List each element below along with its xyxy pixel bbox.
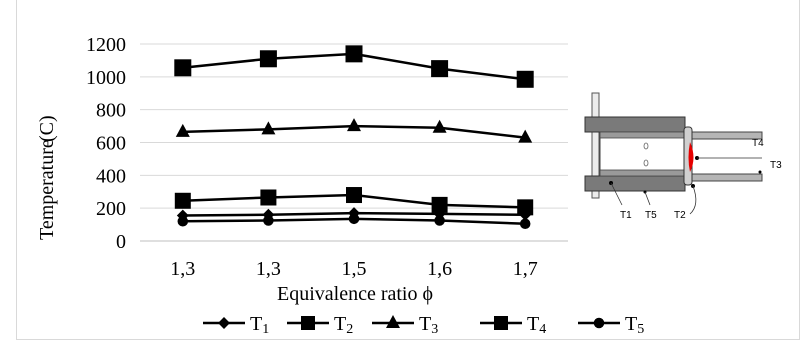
schematic-flame [688,142,694,172]
legend-label: T4 [527,313,546,337]
legend-marker [301,316,315,330]
legend-item-T2: T2 [287,313,353,337]
schematic-hole [643,142,649,150]
schematic-body-bottom [584,175,686,192]
x-axis-title: Equivalence ratio ϕ [277,283,433,305]
series-T4 [174,45,534,88]
y-axis-title: Temperature [36,139,58,240]
x-tick-label: 1,3 [170,258,195,280]
data-point [175,123,190,137]
data-point [348,213,360,225]
x-tick-labels: 1,3 1,3 1,5 1,6 1,7 [170,258,537,280]
legend-label: T2 [334,313,353,337]
data-point [346,187,362,204]
series-group [174,45,534,230]
combustor-schematic: T4 T3 T1 T5 T2 [584,92,782,221]
legend: T1 T2 T3 T4 T5 [203,313,644,337]
y-tick-label: 1000 [86,67,126,89]
data-point [517,199,534,216]
data-point [516,70,534,88]
schematic-hole [643,159,649,167]
data-point [177,216,189,227]
y-tick-label: 600 [96,133,126,155]
schematic-flange [591,92,600,199]
schematic-inner-liner-bottom [599,169,686,177]
legend-item-T1: T1 [203,313,269,337]
data-point [518,129,533,143]
data-point [431,60,449,78]
data-point [259,50,277,68]
schematic-body-top [584,116,686,133]
data-point [345,45,363,63]
legend-marker [593,317,605,329]
data-point [434,215,445,226]
legend-item-T5: T5 [578,313,644,337]
legend-marker [386,315,400,328]
schematic-label-t3: T3 [770,160,782,171]
data-point [432,119,447,133]
data-point [174,59,192,77]
x-tick-label: 1,5 [342,258,367,280]
legend-item-T3: T3 [372,313,438,337]
legend-label: T3 [419,313,438,337]
chart-frame [16,0,800,340]
y-tick-label: 200 [96,198,126,220]
data-point [519,218,531,230]
x-tick-label: 1,6 [427,258,452,280]
series-T2 [174,187,534,216]
y-tick-label: 1200 [86,34,126,56]
legend-label: T5 [625,313,644,337]
y-axis-unit: (C) [36,115,58,142]
legend-marker [218,317,230,329]
schematic-label-t1: T1 [620,210,632,221]
data-point [263,215,274,226]
data-point [261,121,276,135]
schematic-inner-liner-top [599,131,686,139]
series-T5 [177,213,531,230]
legend-label: T1 [250,313,269,337]
data-point [347,118,361,132]
y-tick-label: 400 [96,165,126,187]
y-tick-label: 800 [96,100,126,122]
y-tick-label: 0 [116,231,126,253]
schematic-inner-tube [599,131,686,177]
data-point [260,189,277,206]
data-point [431,196,448,213]
data-point [174,192,191,209]
x-tick-label: 1,3 [256,258,281,280]
schematic-extension-bottom [689,173,763,182]
legend-marker [494,316,508,330]
x-tick-label: 1,7 [513,258,538,280]
legend-item-T4: T4 [480,313,546,337]
y-tick-labels: 0 200 400 600 800 1000 1200 [86,34,126,253]
series-T3 [175,118,533,143]
schematic-label-t4: T4 [752,138,764,149]
schematic-label-t5: T5 [645,210,657,221]
schematic-label-t2: T2 [674,210,686,221]
